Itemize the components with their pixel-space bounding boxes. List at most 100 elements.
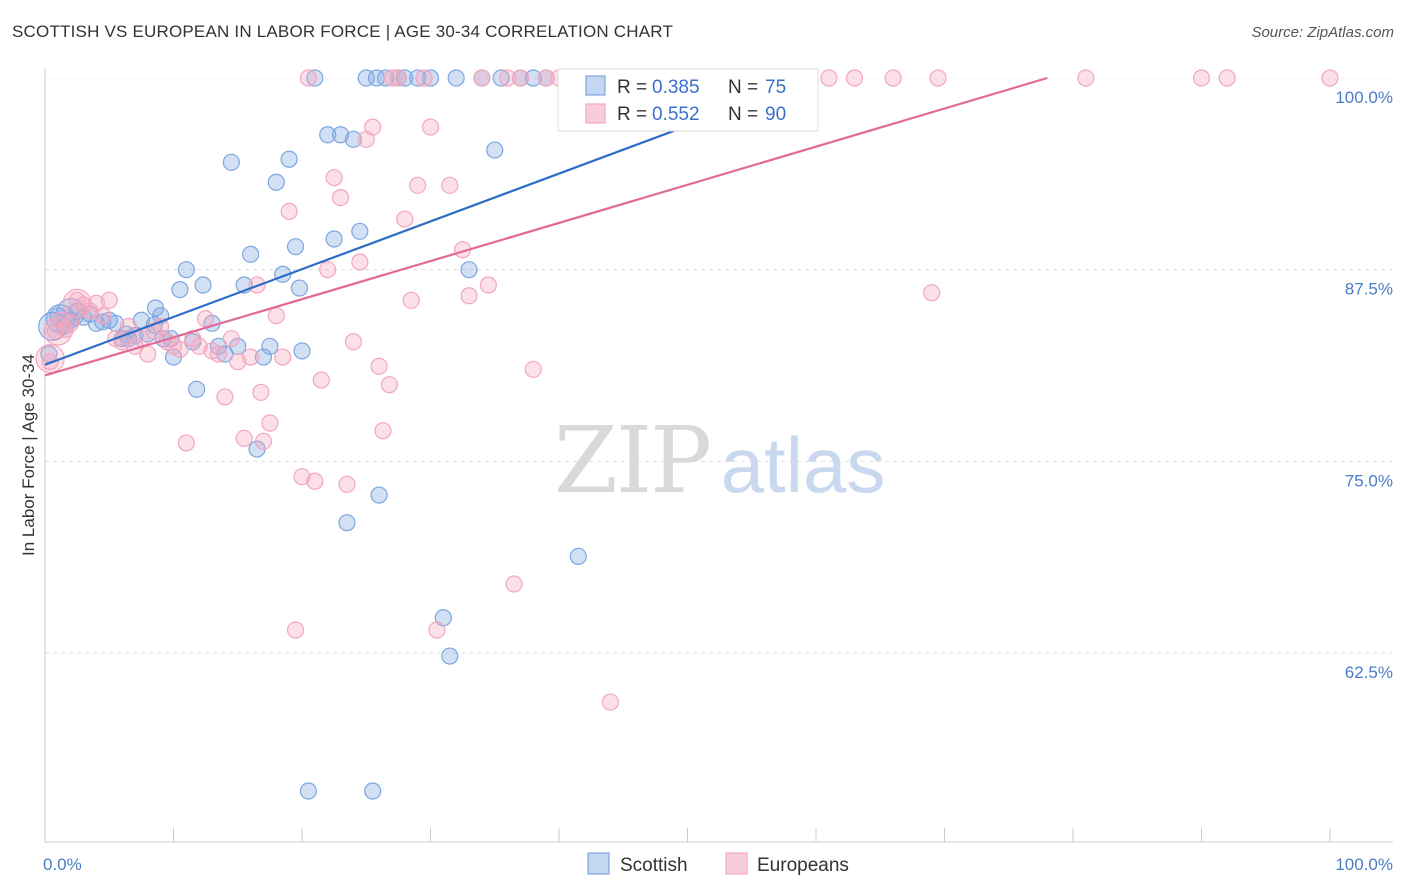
europeans-point-68 bbox=[479, 276, 497, 294]
europeans-point-45 bbox=[319, 261, 337, 279]
europeans-point-59 bbox=[402, 291, 420, 309]
europeans-point-43 bbox=[306, 472, 324, 490]
europeans-point-22 bbox=[177, 434, 195, 452]
legend-r-value-1: 0.552 bbox=[652, 104, 700, 125]
bottom-legend-label-scottish: Scottish bbox=[620, 855, 688, 876]
x-tick-label-left: 0.0% bbox=[43, 855, 82, 874]
scottish-point-56 bbox=[376, 69, 395, 87]
scottish-point-26 bbox=[188, 380, 206, 398]
legend-r-value-0: 0.385 bbox=[652, 77, 700, 98]
scottish-point-47 bbox=[325, 230, 343, 248]
europeans-point-82 bbox=[820, 69, 838, 87]
europeans-point-9 bbox=[94, 307, 112, 325]
watermark: ZIP atlas bbox=[554, 407, 885, 514]
europeans-point-62 bbox=[421, 118, 440, 136]
chart-title: SCOTTISH VS EUROPEAN IN LABOR FORCE | AG… bbox=[12, 22, 674, 41]
watermark-atlas: atlas bbox=[721, 421, 886, 509]
europeans-point-72 bbox=[524, 360, 542, 378]
scottish-point-49 bbox=[338, 514, 356, 532]
scottish-point-55 bbox=[370, 486, 388, 504]
bottom-legend-label-europeans: Europeans bbox=[757, 855, 849, 876]
legend-r-label-1: R = bbox=[617, 104, 647, 125]
scottish-point-69 bbox=[524, 69, 542, 87]
europeans-point-41 bbox=[293, 468, 311, 486]
scottish-point-44 bbox=[299, 782, 318, 800]
scottish-point-53 bbox=[364, 782, 382, 800]
scottish-point-59 bbox=[409, 69, 427, 87]
europeans-point-70 bbox=[505, 575, 523, 593]
bottom-legend-swatch-europeans bbox=[725, 852, 748, 875]
scottish-point-72 bbox=[569, 547, 587, 566]
europeans-point-57 bbox=[389, 69, 407, 87]
legend-r-label-0: R = bbox=[617, 77, 647, 98]
europeans-point-89 bbox=[1218, 69, 1236, 87]
europeans-point-29 bbox=[222, 330, 240, 348]
europeans-point-35 bbox=[254, 432, 273, 450]
europeans-point-85 bbox=[923, 284, 941, 302]
scottish-point-62 bbox=[441, 647, 459, 665]
europeans-point-28 bbox=[216, 388, 234, 406]
europeans-point-75 bbox=[601, 693, 620, 711]
europeans-point-10 bbox=[100, 291, 118, 309]
scottish-point-63 bbox=[447, 69, 465, 87]
europeans-point-52 bbox=[364, 118, 382, 136]
scottish-point-67 bbox=[492, 69, 510, 87]
y-tick-label-1: 87.5% bbox=[1345, 280, 1393, 299]
scottish-point-27 bbox=[194, 276, 212, 294]
scottish-point-10 bbox=[107, 314, 125, 332]
europeans-point-67 bbox=[473, 69, 491, 87]
europeans-point-36 bbox=[261, 414, 279, 432]
trend-lines bbox=[44, 76, 1048, 377]
scottish-point-42 bbox=[290, 279, 309, 297]
europeans-point-34 bbox=[252, 383, 270, 401]
y-tick-label-2: 75.0% bbox=[1345, 471, 1393, 490]
cluster-point-4 bbox=[43, 316, 73, 346]
y-axis-title: In Labor Force | Age 30-34 bbox=[19, 354, 38, 556]
europeans-point-54 bbox=[374, 422, 392, 440]
scottish-point-51 bbox=[351, 222, 369, 240]
scottish-point-24 bbox=[177, 261, 195, 279]
europeans-point-21 bbox=[171, 340, 189, 358]
legend-n-value-0: 75 bbox=[765, 77, 786, 98]
y-tick-label-0: 100.0% bbox=[1335, 88, 1393, 107]
scottish-point-43 bbox=[293, 342, 311, 360]
europeans-point-39 bbox=[280, 202, 298, 220]
europeans-point-42 bbox=[299, 69, 318, 87]
scottish-point-31 bbox=[222, 153, 240, 171]
europeans-point-50 bbox=[351, 253, 369, 271]
chart-source: Source: ZipAtlas.com bbox=[1251, 24, 1394, 41]
europeans-point-24 bbox=[190, 337, 208, 355]
europeans-point-56 bbox=[383, 69, 401, 87]
scottish-point-8 bbox=[94, 313, 112, 331]
scottish-points bbox=[38, 69, 607, 800]
y-tick-labels: 100.0% 87.5% 75.0% 62.5% bbox=[1335, 88, 1393, 682]
europeans-point-16 bbox=[139, 345, 157, 363]
europeans-point-48 bbox=[338, 475, 356, 493]
scottish-point-38 bbox=[267, 173, 285, 191]
y-tick-label-3: 62.5% bbox=[1345, 663, 1393, 682]
europeans-trend-line bbox=[44, 76, 1048, 377]
scottish-point-64 bbox=[460, 261, 478, 279]
europeans-point-66 bbox=[460, 287, 478, 305]
scottish-point-46 bbox=[319, 126, 337, 144]
scottish-point-60 bbox=[421, 69, 440, 87]
x-tick-label-right: 100.0% bbox=[1335, 855, 1393, 874]
scottish-point-37 bbox=[261, 337, 279, 355]
europeans-point-32 bbox=[242, 348, 260, 366]
scottish-point-48 bbox=[331, 126, 350, 144]
europeans-point-58 bbox=[396, 210, 414, 228]
europeans-point-64 bbox=[441, 176, 459, 194]
europeans-point-73 bbox=[537, 69, 555, 87]
legend-n-label-1: N = bbox=[728, 104, 758, 125]
europeans-point-2 bbox=[51, 311, 70, 329]
scottish-point-30 bbox=[216, 345, 234, 363]
scottish-point-40 bbox=[280, 150, 298, 168]
europeans-point-55 bbox=[380, 376, 398, 394]
europeans-point-83 bbox=[845, 69, 864, 87]
europeans-point-38 bbox=[274, 348, 292, 366]
scottish-point-36 bbox=[254, 348, 273, 366]
legend-swatch-europeans bbox=[585, 103, 606, 124]
scottish-point-34 bbox=[242, 245, 260, 263]
europeans-point-88 bbox=[1192, 69, 1211, 87]
europeans-point-53 bbox=[370, 357, 388, 375]
